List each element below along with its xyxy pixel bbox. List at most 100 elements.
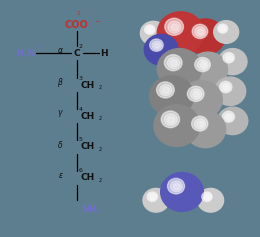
- Circle shape: [221, 27, 225, 31]
- Text: $^{+}$: $^{+}$: [96, 199, 102, 208]
- Circle shape: [170, 181, 182, 192]
- Circle shape: [204, 194, 211, 200]
- Circle shape: [222, 52, 246, 74]
- Circle shape: [193, 91, 200, 97]
- Text: 1: 1: [76, 11, 80, 16]
- Circle shape: [218, 80, 245, 105]
- Circle shape: [195, 27, 206, 36]
- Circle shape: [224, 113, 233, 121]
- Circle shape: [181, 81, 222, 118]
- Circle shape: [154, 105, 200, 146]
- Text: $^{-}$: $^{-}$: [94, 18, 101, 27]
- Circle shape: [162, 53, 200, 87]
- Text: $_2$: $_2$: [98, 84, 102, 92]
- Text: 4: 4: [79, 106, 83, 112]
- Circle shape: [165, 18, 184, 35]
- Circle shape: [187, 86, 204, 101]
- Text: CH: CH: [81, 173, 95, 182]
- Circle shape: [164, 55, 182, 71]
- Circle shape: [193, 56, 226, 87]
- Circle shape: [226, 115, 231, 119]
- Circle shape: [152, 41, 161, 50]
- Circle shape: [218, 49, 247, 75]
- Circle shape: [157, 82, 174, 98]
- Circle shape: [185, 85, 221, 117]
- Circle shape: [218, 24, 228, 33]
- Circle shape: [214, 21, 239, 43]
- Circle shape: [148, 38, 177, 64]
- Circle shape: [146, 191, 168, 211]
- Circle shape: [170, 60, 177, 66]
- Circle shape: [223, 53, 235, 63]
- Circle shape: [192, 24, 208, 38]
- Text: 5: 5: [79, 137, 82, 142]
- Circle shape: [186, 19, 225, 55]
- Circle shape: [149, 194, 156, 200]
- Circle shape: [192, 116, 208, 131]
- Text: CH: CH: [81, 142, 95, 151]
- Circle shape: [150, 39, 163, 51]
- Circle shape: [159, 109, 198, 145]
- Text: 3: 3: [79, 76, 83, 81]
- Circle shape: [162, 87, 170, 94]
- Circle shape: [197, 60, 208, 70]
- Circle shape: [195, 58, 210, 72]
- Circle shape: [168, 21, 181, 33]
- Circle shape: [190, 89, 202, 99]
- Circle shape: [198, 188, 224, 212]
- Text: C: C: [73, 49, 80, 58]
- Circle shape: [147, 192, 158, 201]
- Circle shape: [157, 49, 202, 89]
- Circle shape: [167, 117, 175, 123]
- Circle shape: [185, 111, 226, 148]
- Text: CH: CH: [81, 112, 95, 121]
- Circle shape: [157, 12, 204, 55]
- Circle shape: [160, 85, 172, 96]
- Circle shape: [150, 76, 194, 116]
- Circle shape: [201, 191, 223, 211]
- Circle shape: [190, 23, 224, 53]
- Circle shape: [194, 119, 206, 129]
- Circle shape: [151, 195, 155, 199]
- Circle shape: [223, 111, 235, 122]
- Text: $\beta$: $\beta$: [57, 77, 64, 89]
- Text: 2: 2: [79, 44, 83, 49]
- Circle shape: [161, 173, 203, 211]
- Text: NH$_3$: NH$_3$: [81, 204, 101, 216]
- Circle shape: [200, 62, 206, 68]
- Circle shape: [173, 183, 180, 190]
- Circle shape: [221, 110, 247, 134]
- Circle shape: [167, 57, 180, 68]
- Text: $_2$: $_2$: [98, 146, 102, 154]
- Circle shape: [214, 77, 246, 105]
- Text: H$_2$N: H$_2$N: [16, 47, 36, 59]
- Circle shape: [217, 23, 238, 43]
- Circle shape: [166, 177, 202, 210]
- Circle shape: [202, 192, 212, 201]
- Circle shape: [225, 54, 233, 62]
- Circle shape: [161, 111, 180, 128]
- Circle shape: [219, 26, 226, 32]
- Circle shape: [224, 85, 229, 90]
- Circle shape: [143, 188, 169, 212]
- Circle shape: [145, 25, 155, 34]
- Circle shape: [164, 114, 177, 125]
- Text: CH: CH: [81, 81, 95, 90]
- Circle shape: [140, 21, 166, 45]
- Text: $_2$: $_2$: [98, 115, 102, 123]
- Circle shape: [197, 29, 204, 35]
- Circle shape: [171, 24, 179, 31]
- Text: $\delta$: $\delta$: [57, 139, 64, 150]
- Circle shape: [197, 121, 204, 127]
- Circle shape: [144, 24, 166, 44]
- Text: $\varepsilon$: $\varepsilon$: [58, 171, 64, 180]
- Circle shape: [205, 195, 210, 199]
- Circle shape: [218, 107, 248, 135]
- Circle shape: [155, 81, 192, 115]
- Text: COO: COO: [65, 20, 89, 30]
- Circle shape: [163, 17, 203, 53]
- Circle shape: [227, 56, 231, 60]
- Circle shape: [167, 178, 185, 194]
- Text: $_2$: $_2$: [98, 176, 102, 185]
- Text: $^{+}$: $^{+}$: [37, 42, 43, 51]
